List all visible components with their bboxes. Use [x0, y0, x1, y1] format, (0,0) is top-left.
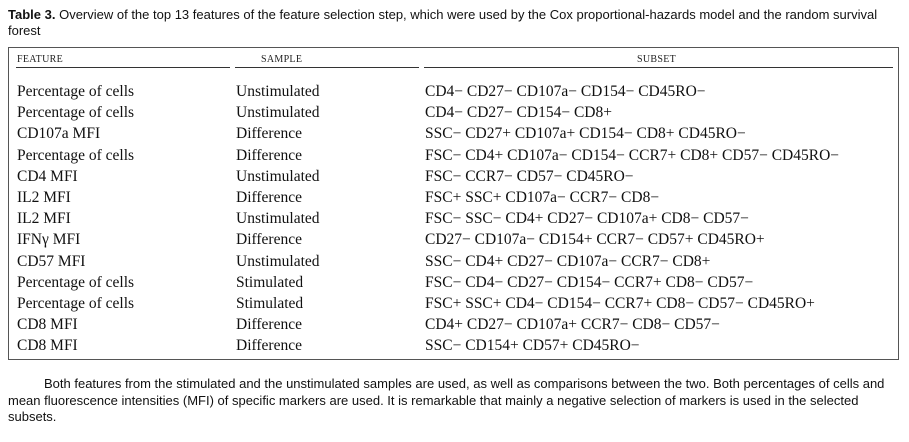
feature-cell: Percentage of cells: [17, 146, 135, 164]
subset-cell: FSC− SSC− CD4+ CD27− CD107a+ CD8− CD57−: [425, 210, 749, 228]
table-row: Percentage of cells Unstimulated CD4− CD…: [9, 102, 898, 123]
table-row: CD8 MFI Difference CD4+ CD27− CD107a+ CC…: [9, 314, 898, 335]
sample-cell: Difference: [236, 231, 302, 249]
features-table: FEATURE SAMPLE SUBSET Percentage of cell…: [8, 47, 899, 360]
feature-cell: CD8 MFI: [17, 337, 78, 355]
feature-cell: Percentage of cells: [17, 273, 135, 291]
sample-cell: Unstimulated: [236, 252, 320, 270]
feature-cell: IFNγ MFI: [17, 231, 81, 249]
feature-cell: Percentage of cells: [17, 83, 135, 100]
table-row: Percentage of cells Difference FSC− CD4+…: [9, 145, 898, 166]
table-row: CD107a MFI Difference SSC− CD27+ CD107a+…: [9, 123, 898, 144]
table-row: Percentage of cells Stimulated FSC+ SSC+…: [9, 293, 898, 314]
table-body: Percentage of cells Unstimulated CD4− CD…: [9, 81, 898, 356]
subset-cell: CD4− CD27− CD154− CD8+: [425, 104, 612, 122]
subset-cell: FSC+ SSC+ CD4− CD154− CCR7+ CD8− CD57− C…: [425, 294, 815, 312]
sample-cell: Difference: [236, 337, 302, 355]
header-rule-sample: [235, 67, 419, 68]
sample-cell: Unstimulated: [236, 167, 320, 185]
sample-cell: Stimulated: [236, 294, 304, 312]
subset-cell: FSC− CCR7− CD57− CD45RO−: [425, 167, 634, 185]
feature-cell: CD57 MFI: [17, 252, 86, 270]
feature-cell: Percentage of cells: [17, 294, 135, 312]
subset-cell: SSC− CD4+ CD27− CD107a− CCR7− CD8+: [425, 252, 711, 270]
header-rule-feature: [16, 67, 230, 68]
sample-cell: Difference: [236, 125, 302, 143]
feature-cell: CD4 MFI: [17, 167, 78, 185]
sample-cell: Stimulated: [236, 273, 304, 291]
table-row: IL2 MFI Difference FSC+ SSC+ CD107a− CCR…: [9, 187, 898, 208]
subset-cell: CD4+ CD27− CD107a+ CCR7− CD8− CD57−: [425, 316, 720, 334]
subset-cell: SSC− CD154+ CD57+ CD45RO−: [425, 337, 640, 355]
sample-cell: Unstimulated: [236, 210, 320, 228]
subset-cell: FSC+ SSC+ CD107a− CCR7− CD8−: [425, 188, 660, 206]
sample-cell: Difference: [236, 188, 302, 206]
table-caption: Table 3. Overview of the top 13 features…: [8, 7, 901, 39]
header-rule-subset: [424, 67, 893, 68]
feature-cell: CD8 MFI: [17, 316, 78, 334]
table-row: Percentage of cells Unstimulated CD4− CD…: [9, 81, 898, 102]
table-caption-label: Table 3.: [8, 7, 56, 22]
subset-cell: FSC− CD4− CD27− CD154− CCR7+ CD8− CD57−: [425, 273, 754, 291]
table-row: Percentage of cells Stimulated FSC− CD4−…: [9, 272, 898, 293]
table-row: IL2 MFI Unstimulated FSC− SSC− CD4+ CD27…: [9, 208, 898, 229]
feature-cell: CD107a MFI: [17, 125, 101, 143]
sample-cell: Difference: [236, 316, 302, 334]
subset-cell: CD27− CD107a− CD154+ CCR7− CD57+ CD45RO+: [425, 231, 765, 249]
table-caption-text: Overview of the top 13 features of the f…: [8, 7, 878, 38]
table-row: IFNγ MFI Difference CD27− CD107a− CD154+…: [9, 229, 898, 250]
table-row: CD8 MFI Difference SSC− CD154+ CD57+ CD4…: [9, 335, 898, 356]
table-footnote: Both features from the stimulated and th…: [8, 376, 885, 424]
column-header-feature: FEATURE: [17, 54, 63, 65]
feature-cell: IL2 MFI: [17, 210, 71, 228]
table-row: CD57 MFI Unstimulated SSC− CD4+ CD27− CD…: [9, 251, 898, 272]
feature-cell: Percentage of cells: [17, 104, 135, 122]
subset-cell: SSC− CD27+ CD107a+ CD154− CD8+ CD45RO−: [425, 125, 746, 143]
column-header-subset: SUBSET: [637, 54, 677, 65]
subset-cell: CD4− CD27− CD107a− CD154− CD45RO−: [425, 83, 706, 100]
feature-cell: IL2 MFI: [17, 188, 71, 206]
sample-cell: Unstimulated: [236, 83, 320, 100]
table-row: CD4 MFI Unstimulated FSC− CCR7− CD57− CD…: [9, 166, 898, 187]
sample-cell: Unstimulated: [236, 104, 320, 122]
sample-cell: Difference: [236, 146, 302, 164]
column-header-sample: SAMPLE: [261, 54, 303, 65]
subset-cell: FSC− CD4+ CD107a− CD154− CCR7+ CD8+ CD57…: [425, 146, 840, 164]
